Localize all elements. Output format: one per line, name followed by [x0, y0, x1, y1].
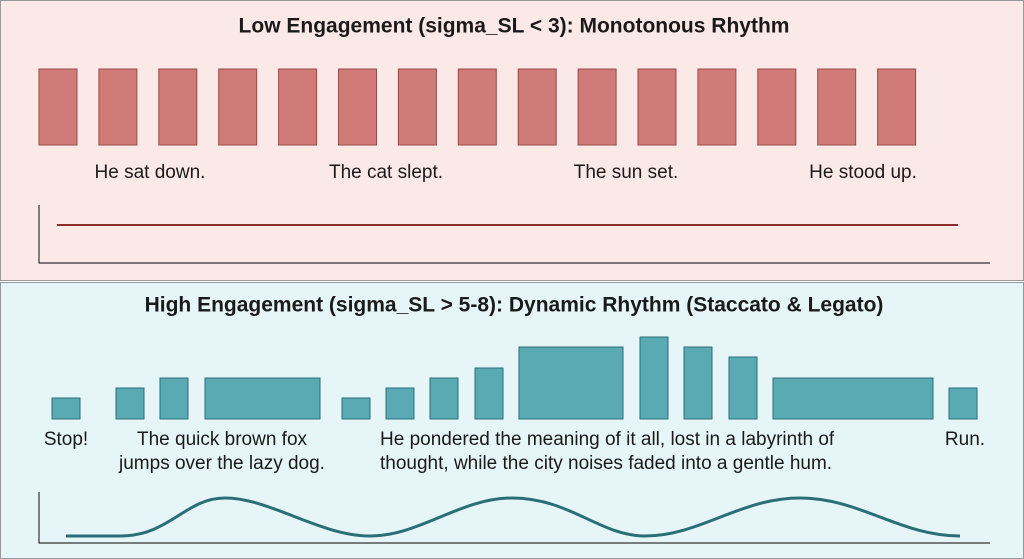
- block: [728, 356, 758, 420]
- block: [948, 387, 978, 420]
- wave-line: [66, 496, 961, 538]
- sentence-label: He pondered the meaning of it all, lost …: [380, 429, 835, 450]
- block: [639, 336, 669, 420]
- sentence-label: Stop!: [44, 429, 88, 450]
- block: [577, 68, 617, 146]
- block: [385, 387, 415, 420]
- block: [98, 68, 138, 146]
- block: [877, 68, 917, 146]
- block: [518, 346, 624, 420]
- block: [51, 397, 81, 420]
- sentence-label: The sun set.: [574, 162, 679, 183]
- sentence-label: The cat slept.: [329, 162, 443, 183]
- block: [474, 367, 504, 420]
- sentence-label: The quick brown fox: [137, 429, 308, 450]
- high-bars: [51, 336, 978, 420]
- block: [397, 68, 437, 146]
- block: [159, 377, 189, 420]
- block: [772, 377, 934, 420]
- block: [158, 68, 198, 146]
- block: [338, 68, 377, 146]
- block: [637, 68, 677, 146]
- block: [218, 68, 258, 146]
- block: [38, 68, 78, 146]
- panel-title: High Engagement (sigma_SL > 5-8): Dynami…: [145, 294, 884, 317]
- sentence-label: thought, while the city noises faded int…: [380, 453, 832, 474]
- sentence-label: jumps over the lazy dog.: [118, 453, 325, 474]
- sentence-label: He sat down.: [95, 162, 206, 183]
- block: [817, 68, 857, 146]
- sentence-label: Run.: [945, 429, 985, 450]
- block: [757, 68, 797, 146]
- low-panel: [0, 0, 1024, 281]
- block: [457, 68, 497, 146]
- block: [204, 377, 321, 420]
- block: [341, 397, 371, 420]
- block: [697, 68, 737, 146]
- axis: [38, 205, 990, 264]
- block: [278, 68, 318, 146]
- sentence-label: He stood up.: [809, 162, 917, 183]
- block: [517, 68, 557, 146]
- axis: [38, 492, 990, 544]
- panel-title: Low Engagement (sigma_SL < 3): Monotonou…: [239, 15, 790, 38]
- high-panel: [0, 282, 1024, 559]
- block: [683, 346, 713, 420]
- low-bars: [38, 68, 917, 146]
- block: [429, 377, 459, 420]
- block: [115, 387, 145, 420]
